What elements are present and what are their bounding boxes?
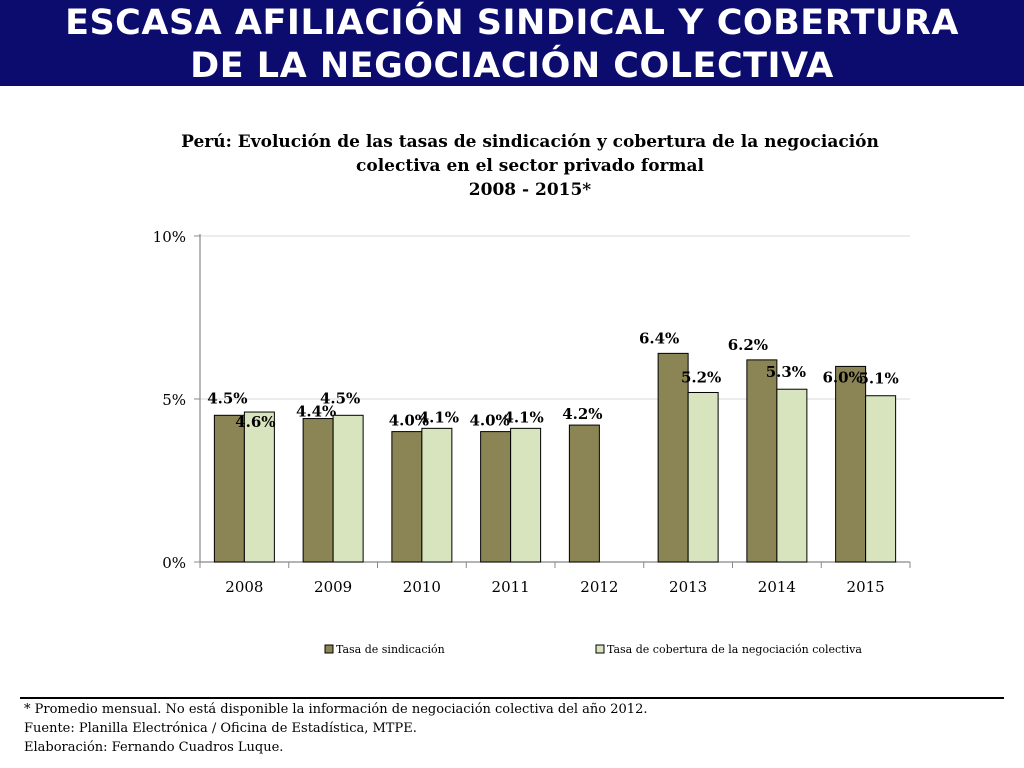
x-tick-label: 2014 — [758, 578, 796, 596]
x-tick-label: 2011 — [492, 578, 530, 596]
bar-sindicacion — [391, 431, 423, 563]
data-label: 6.4% — [639, 329, 679, 347]
slide-title-line-1: ESCASA AFILIACIÓN SINDICAL Y COBERTURA — [65, 3, 959, 43]
data-label: 4.1% — [419, 408, 459, 426]
y-tick-label: 0% — [162, 554, 186, 572]
bar-sindicacion — [657, 352, 689, 563]
x-tick-label: 2008 — [225, 578, 263, 596]
bar-cobertura — [865, 395, 897, 563]
bar-cobertura — [421, 427, 453, 563]
slide-header: ESCASA AFILIACIÓN SINDICAL Y COBERTURA D… — [0, 0, 1024, 86]
bar-chart: 0%5%10%20084.5%4.6%20094.4%4.5%20104.0%4… — [153, 228, 911, 656]
legend-swatch — [324, 644, 334, 654]
data-label: 5.1% — [858, 370, 898, 388]
x-tick-label: 2009 — [314, 578, 352, 596]
x-tick-label: 2015 — [847, 578, 885, 596]
data-label: 4.5% — [207, 389, 247, 407]
y-tick-label: 10% — [153, 228, 186, 246]
x-tick-label: 2010 — [403, 578, 441, 596]
x-tick-label: 2012 — [580, 578, 618, 596]
bar-sindicacion — [213, 414, 245, 563]
x-tick-label: 2013 — [669, 578, 707, 596]
bar-cobertura — [776, 388, 808, 563]
chart-title-line-2: colectiva en el sector privado formal — [356, 156, 704, 176]
data-label: 4.0% — [389, 412, 429, 430]
bar-sindicacion — [835, 365, 867, 563]
data-label: 6.2% — [728, 336, 768, 354]
bar-cobertura — [332, 414, 364, 563]
data-label: 4.0% — [469, 412, 509, 430]
data-label: 4.2% — [562, 405, 602, 423]
bar-sindicacion — [568, 424, 600, 563]
footer-source: Fuente: Planilla Electrónica / Oficina d… — [24, 721, 417, 736]
data-label: 5.2% — [681, 368, 721, 386]
bar-cobertura — [243, 411, 275, 563]
legend-label: Tasa de cobertura de la negociación cole… — [607, 643, 862, 656]
chart-title-line-3: 2008 - 2015* — [468, 180, 592, 200]
data-label: 6.0% — [822, 368, 862, 386]
bar-sindicacion — [746, 359, 778, 563]
legend-label: Tasa de sindicación — [336, 643, 445, 656]
bar-sindicacion — [302, 418, 334, 563]
y-tick-label: 5% — [162, 391, 186, 409]
bar-sindicacion — [480, 431, 512, 563]
data-label: 5.3% — [766, 363, 806, 381]
data-label: 4.6% — [235, 413, 275, 431]
chart-title-line-1: Perú: Evolución de las tasas de sindicac… — [181, 132, 879, 152]
bar-cobertura — [687, 391, 719, 563]
data-label: 4.5% — [320, 389, 360, 407]
slide-title-line-2: DE LA NEGOCIACIÓN COLECTIVA — [190, 46, 834, 86]
data-label: 4.1% — [503, 408, 543, 426]
footer-divider — [20, 697, 1004, 699]
footer-author: Elaboración: Fernando Cuadros Luque. — [24, 740, 284, 755]
bar-cobertura — [510, 427, 542, 563]
chart-title: Perú: Evolución de las tasas de sindicac… — [0, 130, 1024, 202]
data-label: 4.4% — [296, 403, 336, 421]
footer-note: * Promedio mensual. No está disponible l… — [24, 702, 648, 717]
legend-swatch — [595, 644, 605, 654]
